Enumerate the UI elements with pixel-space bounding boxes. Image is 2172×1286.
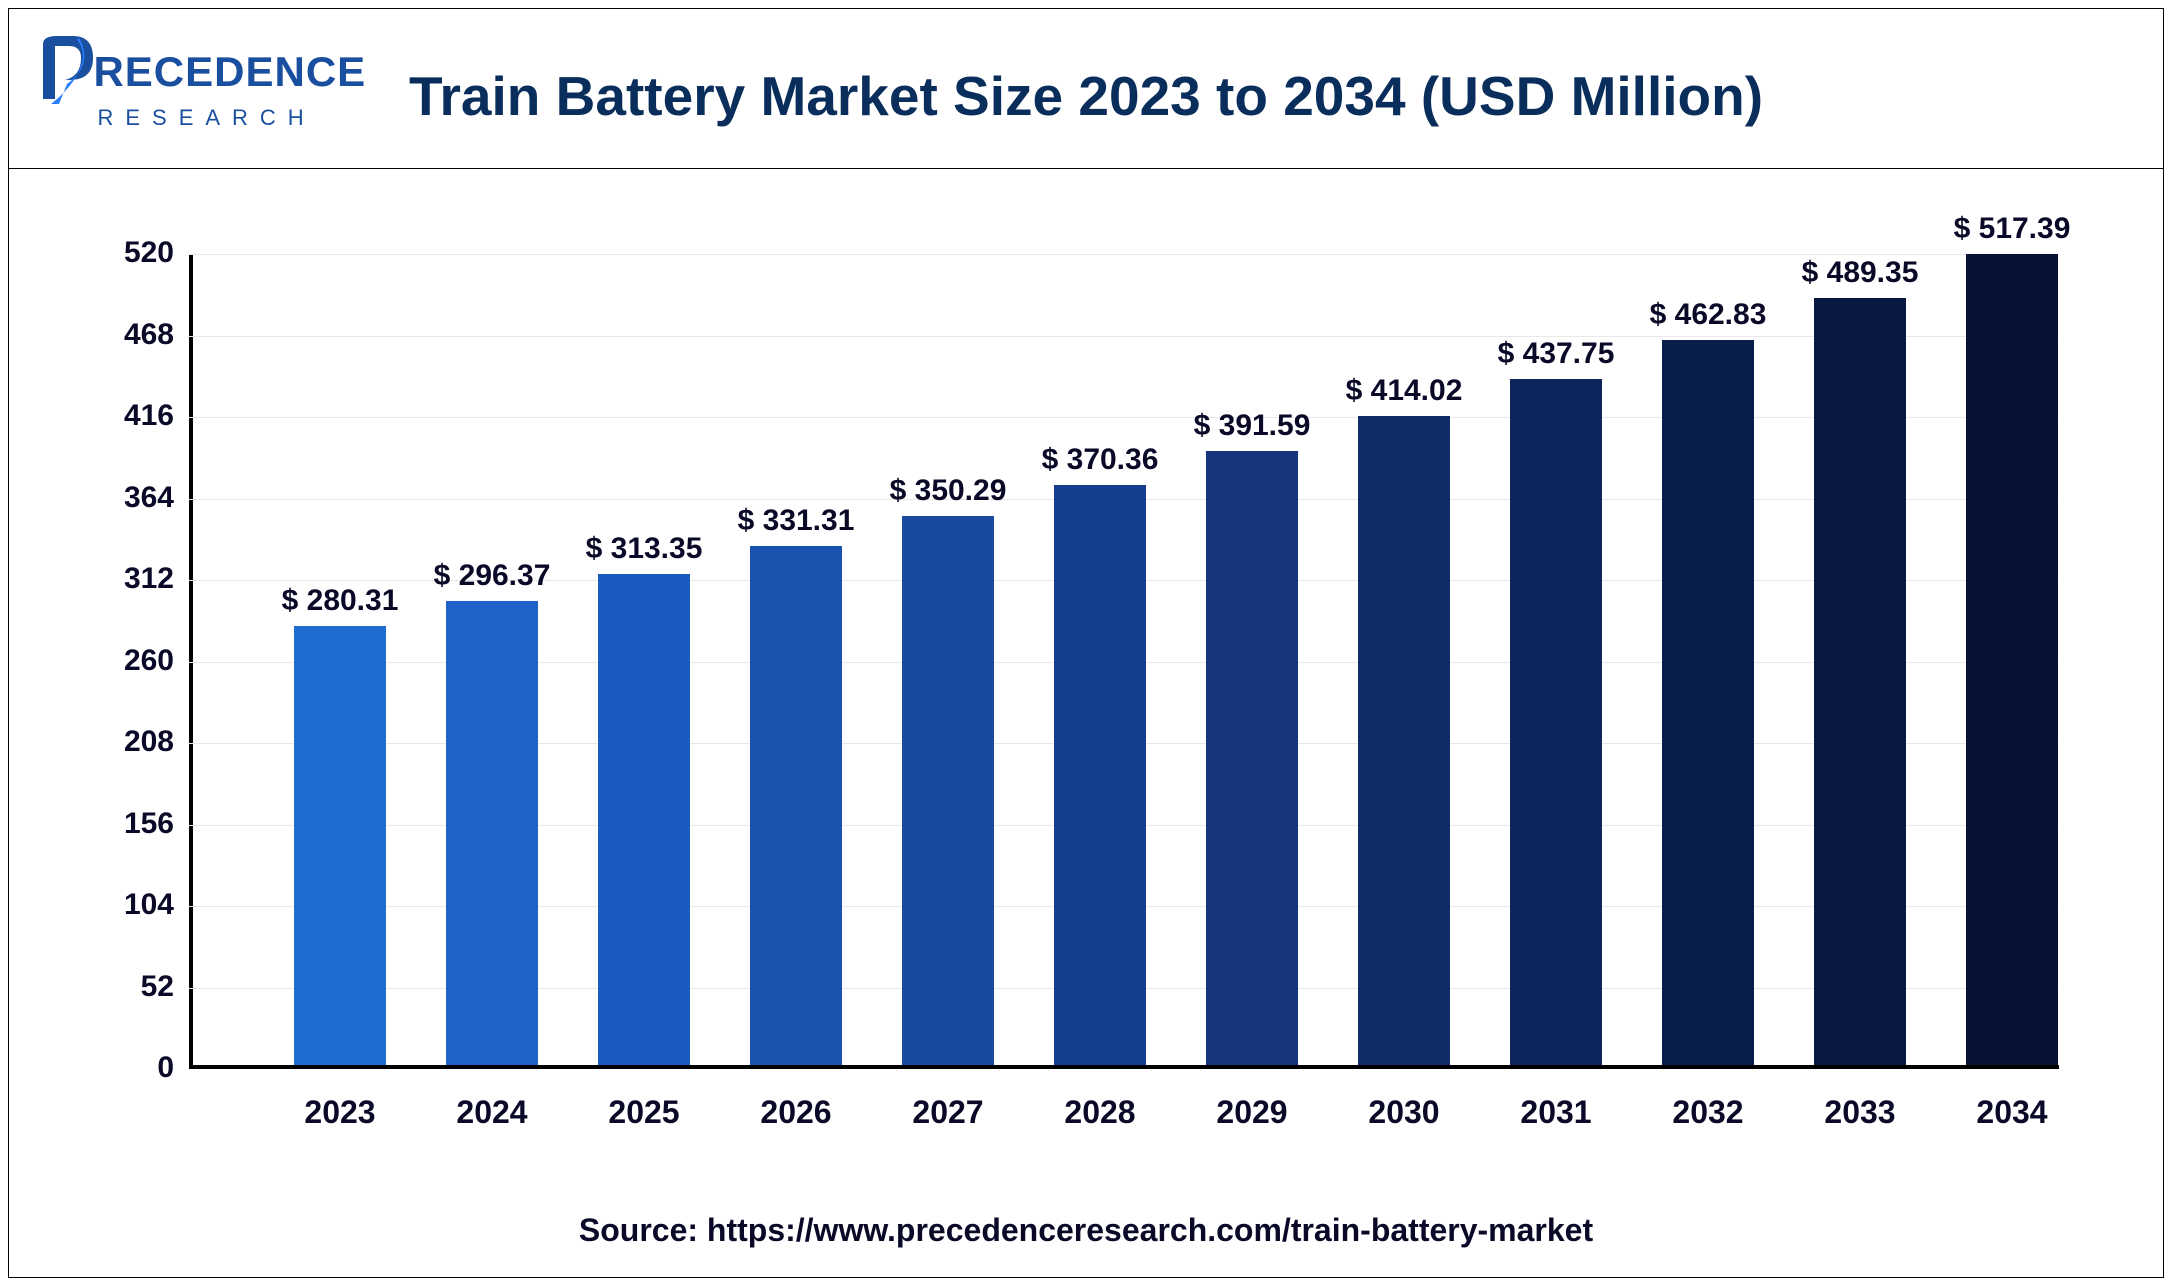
y-tick-label: 416 [94,399,174,433]
bar [294,626,386,1065]
gridline [189,254,2059,255]
bar-value-label: $ 296.37 [412,559,572,593]
y-tick-label: 468 [94,318,174,352]
bar-value-label: $ 414.02 [1324,374,1484,408]
x-axis [189,1065,2059,1069]
bar [1054,485,1146,1065]
bar-value-label: $ 350.29 [868,474,1028,508]
bar-value-label: $ 331.31 [716,504,876,538]
bar [1662,340,1754,1065]
x-tick-label: 2028 [1040,1094,1160,1131]
bar-value-label: $ 280.31 [260,584,420,618]
bar [1358,416,1450,1065]
y-tick-label: 364 [94,481,174,515]
bar [598,574,690,1065]
bar [750,546,842,1065]
x-tick-label: 2032 [1648,1094,1768,1131]
bar-value-label: $ 370.36 [1020,443,1180,477]
gridline [189,336,2059,337]
x-tick-label: 2027 [888,1094,1008,1131]
chart-title: Train Battery Market Size 2023 to 2034 (… [9,64,2163,128]
bar [1206,451,1298,1065]
bar-value-label: $ 462.83 [1628,298,1788,332]
x-tick-label: 2034 [1952,1094,2072,1131]
x-tick-label: 2031 [1496,1094,1616,1131]
y-tick-label: 0 [94,1051,174,1085]
bar-value-label: $ 489.35 [1780,256,1940,290]
x-tick-label: 2026 [736,1094,856,1131]
plot-area: 052104156208260312364416468520$ 280.3120… [189,254,2059,1069]
bar [1966,254,2058,1065]
bar [1814,298,1906,1065]
y-tick-label: 312 [94,562,174,596]
x-tick-label: 2024 [432,1094,552,1131]
bar [1510,379,1602,1065]
gridline [189,417,2059,418]
bar-value-label: $ 517.39 [1932,212,2092,246]
x-tick-label: 2025 [584,1094,704,1131]
x-tick-label: 2030 [1344,1094,1464,1131]
y-tick-label: 156 [94,807,174,841]
x-tick-label: 2033 [1800,1094,1920,1131]
x-tick-label: 2029 [1192,1094,1312,1131]
y-tick-label: 520 [94,236,174,270]
bar [902,516,994,1065]
chart-frame: RECEDENCE RESEARCH Train Battery Market … [8,8,2164,1278]
bar-value-label: $ 437.75 [1476,337,1636,371]
bar [446,601,538,1066]
x-tick-label: 2023 [280,1094,400,1131]
y-tick-label: 104 [94,888,174,922]
bar-value-label: $ 313.35 [564,532,724,566]
title-region: RECEDENCE RESEARCH Train Battery Market … [9,9,2163,169]
y-tick-label: 52 [94,970,174,1004]
y-tick-label: 208 [94,725,174,759]
y-tick-label: 260 [94,644,174,678]
bar-value-label: $ 391.59 [1172,409,1332,443]
source-text: Source: https://www.precedenceresearch.c… [9,1212,2163,1249]
